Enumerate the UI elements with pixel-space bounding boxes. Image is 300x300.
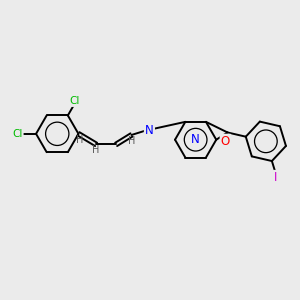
Text: O: O [221,135,230,148]
Text: N: N [191,133,200,146]
Text: I: I [274,171,277,184]
Text: N: N [145,124,154,137]
Text: Cl: Cl [12,129,22,139]
Text: H: H [92,145,100,155]
Text: H: H [76,135,84,145]
Text: Cl: Cl [69,96,80,106]
Text: H: H [128,136,135,146]
